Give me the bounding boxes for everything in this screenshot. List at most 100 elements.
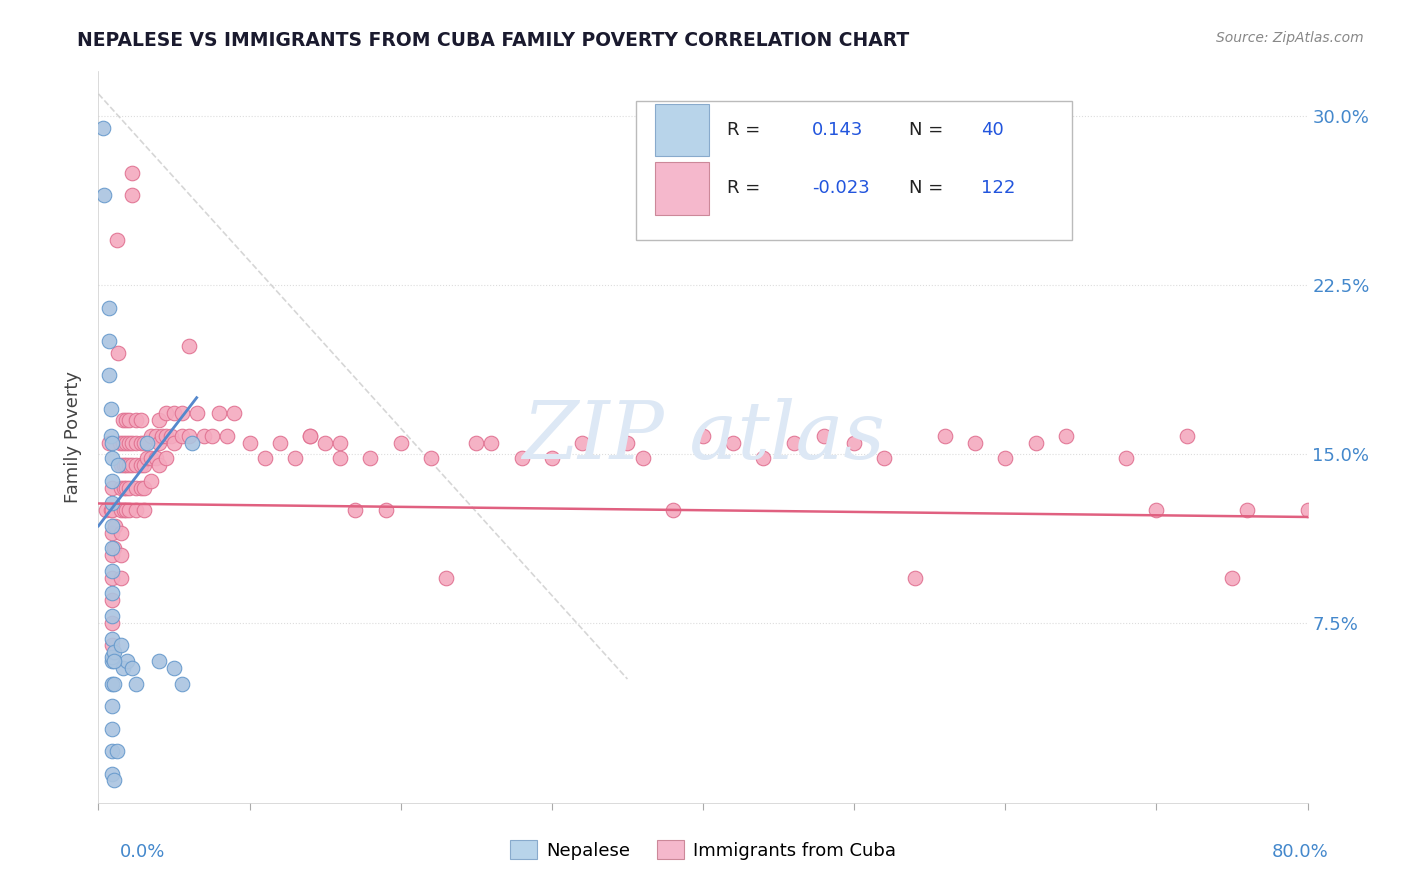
Point	[1054, 429, 1077, 443]
Point	[239, 435, 262, 450]
Point	[111, 413, 134, 427]
Point	[101, 564, 124, 578]
Point	[904, 571, 927, 585]
Point	[163, 661, 186, 675]
Text: NEPALESE VS IMMIGRANTS FROM CUBA FAMILY POVERTY CORRELATION CHART: NEPALESE VS IMMIGRANTS FROM CUBA FAMILY …	[77, 31, 910, 50]
Point	[420, 451, 443, 466]
Point	[201, 429, 224, 443]
Point	[344, 503, 367, 517]
Point	[112, 503, 135, 517]
Point	[118, 413, 141, 427]
Point	[465, 435, 488, 450]
Point	[101, 654, 124, 668]
Point	[101, 548, 124, 562]
Point	[125, 435, 148, 450]
Point	[723, 435, 745, 450]
Point	[1175, 429, 1198, 443]
Point	[193, 429, 215, 443]
Point	[101, 744, 124, 758]
Text: -0.023: -0.023	[811, 179, 869, 197]
Text: N =: N =	[908, 121, 943, 139]
Point	[141, 474, 163, 488]
Point	[135, 451, 157, 466]
Point	[434, 571, 457, 585]
Point	[101, 571, 124, 585]
Point	[110, 548, 132, 562]
Point	[107, 345, 129, 359]
Point	[132, 435, 155, 450]
Point	[132, 481, 155, 495]
Point	[110, 638, 132, 652]
Point	[94, 503, 117, 517]
Point	[170, 676, 193, 690]
Point	[98, 301, 121, 315]
Bar	[655, 103, 709, 156]
Text: 0.0%: 0.0%	[120, 843, 165, 861]
Point	[631, 451, 654, 466]
Point	[132, 503, 155, 517]
Point	[107, 458, 129, 473]
Point	[540, 451, 562, 466]
Point	[374, 503, 396, 517]
Point	[314, 435, 336, 450]
Point	[101, 541, 124, 556]
Point	[783, 435, 806, 450]
Point	[100, 503, 122, 517]
Point	[186, 407, 208, 421]
Point	[148, 413, 170, 427]
Point	[118, 503, 141, 517]
Point	[129, 435, 152, 450]
Point	[101, 638, 124, 652]
Point	[155, 451, 177, 466]
Point	[121, 435, 143, 450]
Point	[101, 632, 124, 646]
Point	[103, 541, 125, 556]
Point	[141, 429, 163, 443]
Point	[616, 435, 638, 450]
Point	[105, 233, 128, 247]
Point	[571, 435, 593, 450]
Point	[155, 429, 177, 443]
Point	[145, 451, 167, 466]
Text: N =: N =	[908, 179, 943, 197]
Text: Source: ZipAtlas.com: Source: ZipAtlas.com	[1216, 31, 1364, 45]
Point	[844, 435, 866, 450]
Point	[101, 525, 124, 540]
Text: ZIP atlas: ZIP atlas	[522, 399, 884, 475]
Point	[752, 451, 775, 466]
Point	[110, 458, 132, 473]
Point	[118, 481, 141, 495]
Point	[129, 413, 152, 427]
Point	[104, 519, 127, 533]
Point	[692, 429, 714, 443]
Point	[360, 451, 382, 466]
Text: 40: 40	[981, 121, 1004, 139]
Point	[114, 481, 136, 495]
Point	[100, 401, 122, 416]
Point	[329, 451, 352, 466]
Point	[111, 661, 134, 675]
Point	[179, 339, 201, 353]
Point	[101, 699, 124, 714]
Point	[873, 451, 896, 466]
Text: 122: 122	[981, 179, 1015, 197]
Point	[125, 458, 148, 473]
Point	[132, 458, 155, 473]
Point	[101, 496, 124, 510]
Point	[160, 429, 183, 443]
Point	[101, 766, 124, 780]
Point	[108, 435, 131, 450]
Point	[114, 458, 136, 473]
Point	[101, 519, 124, 533]
Point	[215, 429, 238, 443]
Point	[148, 435, 170, 450]
Point	[101, 615, 124, 630]
Point	[101, 609, 124, 624]
Point	[111, 435, 134, 450]
Text: R =: R =	[727, 121, 761, 139]
Point	[1220, 571, 1243, 585]
Point	[110, 525, 132, 540]
Point	[965, 435, 987, 450]
Point	[121, 458, 143, 473]
Point	[100, 429, 122, 443]
